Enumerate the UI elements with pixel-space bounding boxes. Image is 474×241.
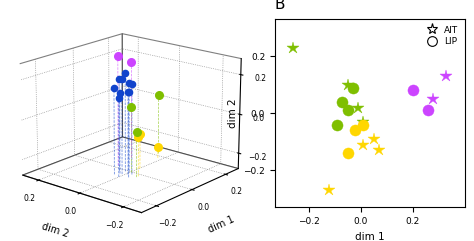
Y-axis label: dim 1: dim 1 bbox=[207, 214, 236, 235]
Legend: AIT, LIP: AIT, LIP bbox=[421, 24, 460, 48]
Text: B: B bbox=[275, 0, 285, 12]
X-axis label: dim 2: dim 2 bbox=[40, 221, 70, 239]
X-axis label: dim 1: dim 1 bbox=[355, 232, 384, 241]
Y-axis label: dim 2: dim 2 bbox=[228, 99, 238, 128]
